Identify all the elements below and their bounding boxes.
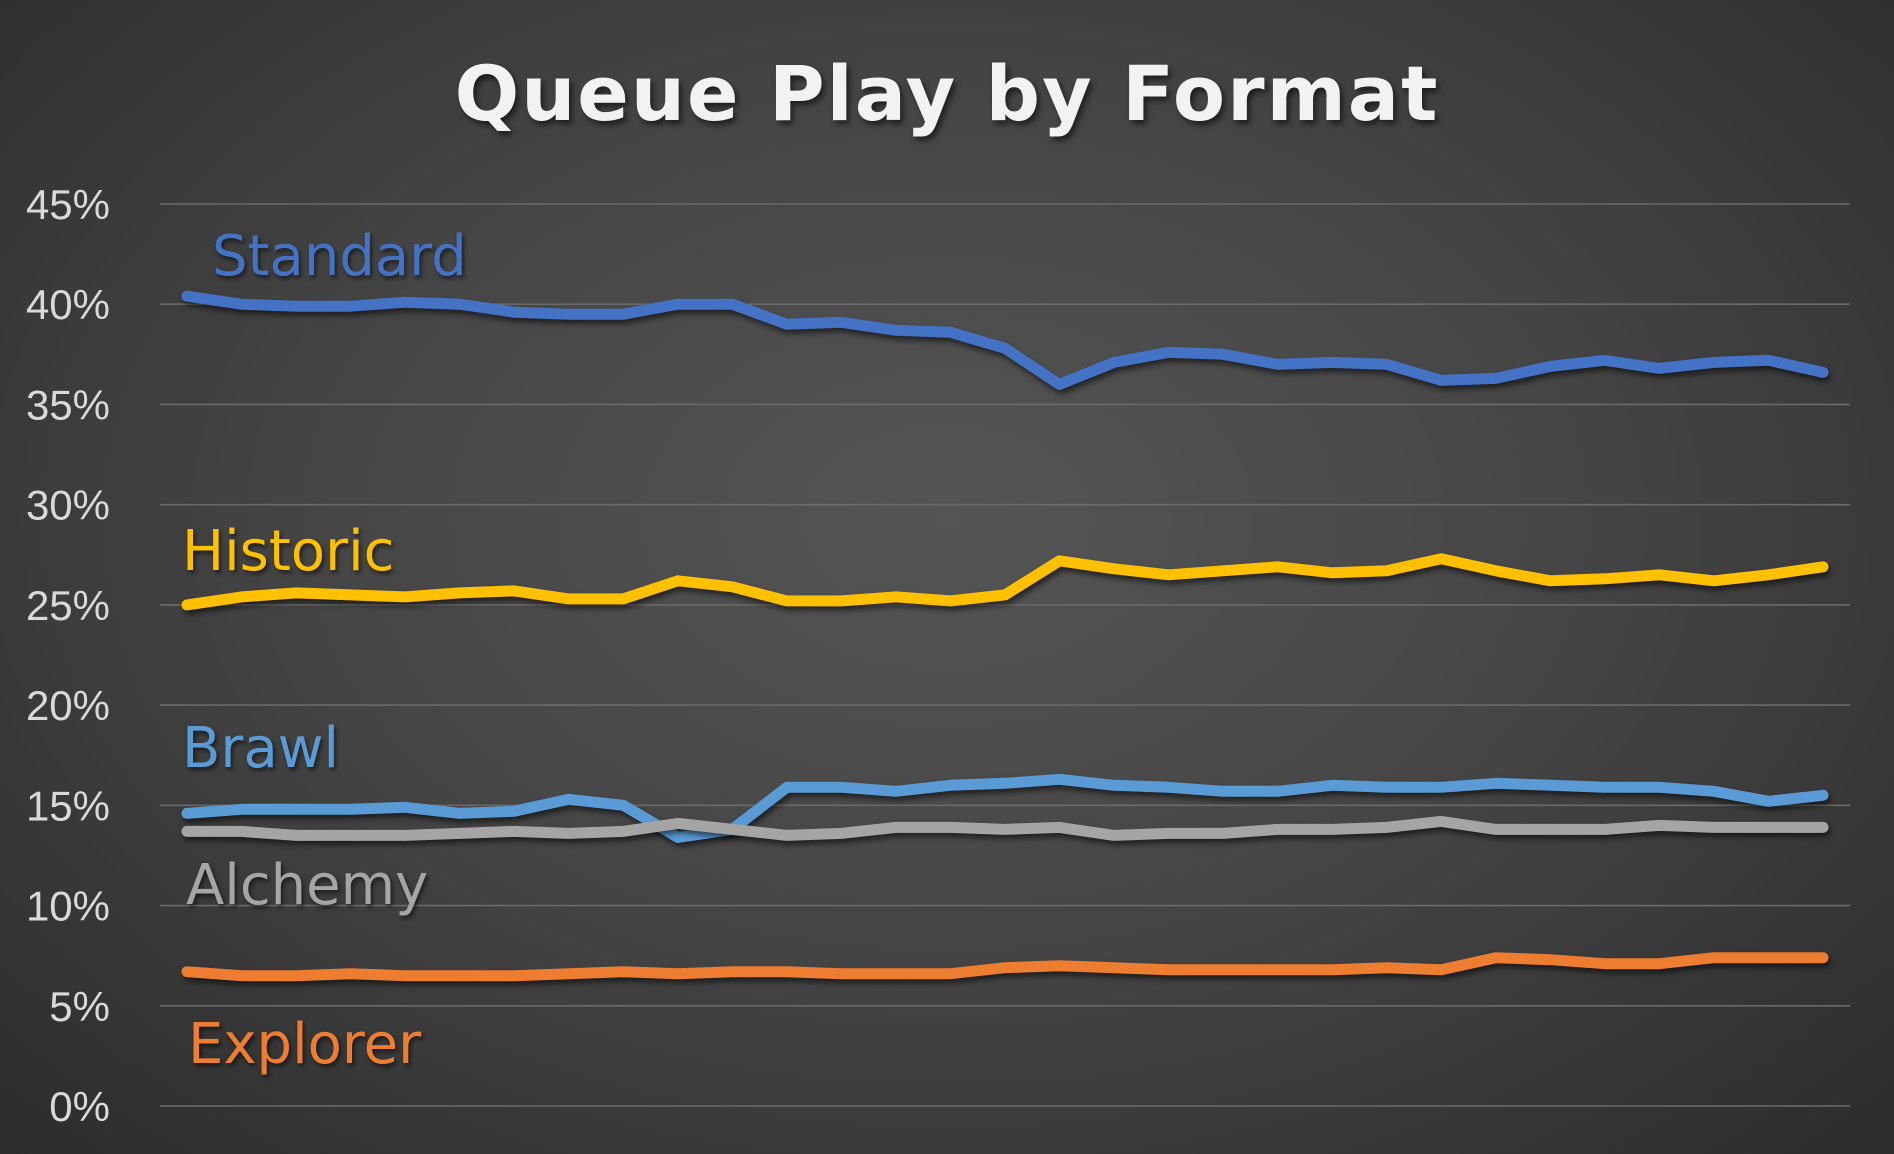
series-label-historic: Historic [182,519,394,584]
y-tick-label: 35% [26,381,110,428]
y-tick-label: 40% [26,281,110,328]
y-tick-label: 5% [49,983,110,1030]
y-tick-label: 25% [26,582,110,629]
y-tick-label: 10% [26,883,110,930]
chart-title: Queue Play by Format [455,49,1440,138]
series-label-alchemy: Alchemy [186,853,428,918]
series-label-explorer: Explorer [188,1012,422,1077]
series-line-explorer [181,952,1829,982]
y-tick-label: 45% [26,181,110,228]
series-line-standard [181,290,1829,390]
y-tick-label: 30% [26,482,110,529]
series-label-standard: Standard [212,224,467,289]
grid-lines [160,203,1850,1107]
y-tick-label: 0% [49,1083,110,1130]
y-tick-label: 15% [26,782,110,829]
y-axis-ticks: 0% 5% 10% 15% 20% 25% 30% 35% 40% 45% [26,181,110,1130]
series-label-brawl: Brawl [182,716,339,781]
series-lines [181,290,1829,982]
series-labels: Standard Historic Brawl Alchemy Explorer [182,224,467,1077]
series-line-alchemy [181,815,1829,841]
series-line-historic [181,553,1829,611]
y-tick-label: 20% [26,682,110,729]
series-line-brawl [181,773,1829,843]
